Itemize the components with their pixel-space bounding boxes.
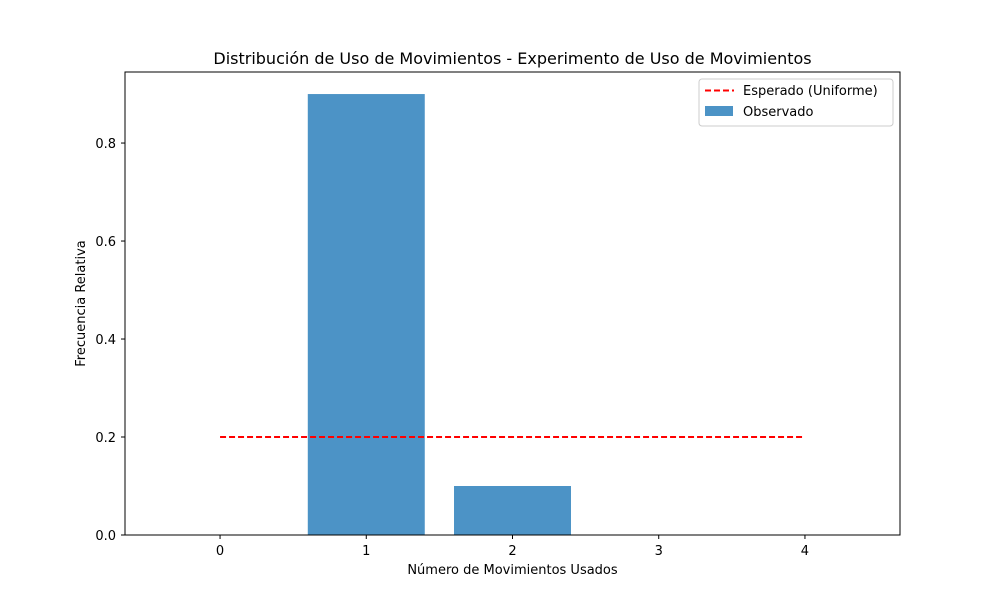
legend-label-observed: Observado [743, 105, 814, 120]
x-tick-label: 4 [801, 544, 809, 559]
x-tick-label: 0 [216, 544, 224, 559]
x-axis-label: Número de Movimientos Usados [407, 563, 618, 578]
y-axis-label: Frecuencia Relativa [74, 240, 89, 366]
legend-label-expected: Esperado (Uniforme) [743, 84, 878, 99]
bar-2 [454, 486, 571, 535]
y-tick-label: 0.4 [95, 333, 116, 348]
chart-title: Distribución de Uso de Movimientos - Exp… [213, 49, 811, 68]
x-tick-label: 1 [362, 544, 370, 559]
legend: Esperado (Uniforme) Observado [698, 78, 894, 127]
y-axis-ticks: 0.0 0.2 0.4 0.6 0.8 [95, 137, 125, 544]
legend-swatch-observed [705, 106, 733, 116]
y-tick-label: 0.8 [95, 137, 116, 152]
x-axis-ticks: 0 1 2 3 4 [216, 535, 809, 559]
y-tick-label: 0.2 [95, 431, 116, 446]
y-tick-label: 0.0 [95, 529, 116, 544]
y-tick-label: 0.6 [95, 235, 116, 250]
bars-layer [307, 94, 571, 536]
x-tick-label: 2 [508, 544, 516, 559]
legend-box [698, 78, 894, 127]
x-tick-label: 3 [655, 544, 663, 559]
bar-1 [307, 94, 425, 536]
plot-area [124, 71, 901, 536]
